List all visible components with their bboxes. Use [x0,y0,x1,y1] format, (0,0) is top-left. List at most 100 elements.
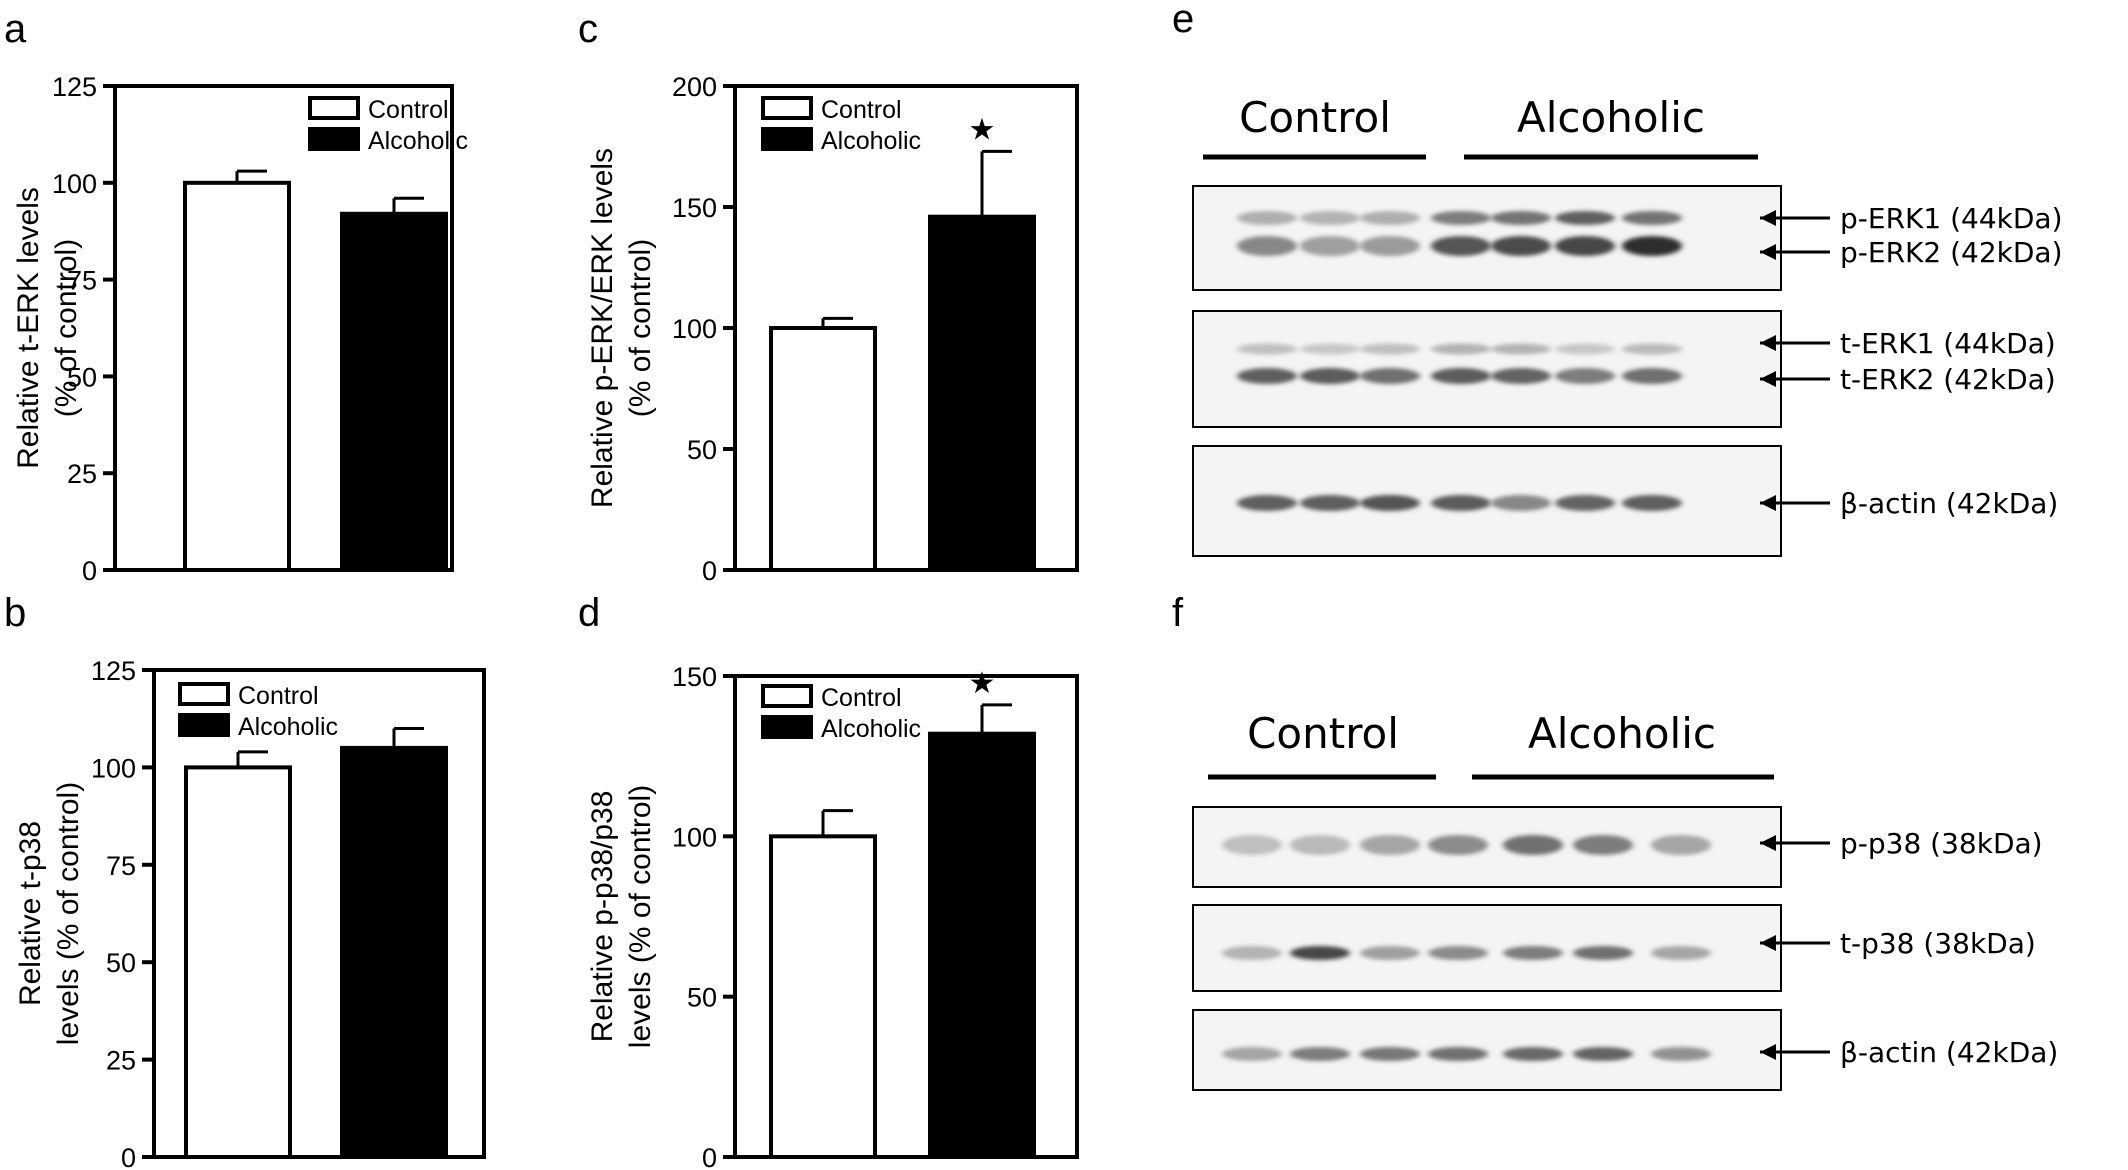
y-tick-label: 150 [672,662,717,692]
legend-swatch-control [761,684,813,708]
blot-band [1428,1047,1488,1061]
blot-band [1360,368,1420,384]
band-label: p-p38 (38kDa) [1840,827,2043,860]
y-tick-label: 75 [106,851,136,881]
bar-control [184,765,292,1160]
blot-band [1622,236,1682,256]
blot-band [1428,946,1488,960]
blot-band [1622,495,1682,511]
bar-control [183,180,291,573]
y-tick-label: 0 [82,556,97,586]
bar-alcoholic [928,214,1036,572]
y-tick-label: 50 [687,435,717,465]
legend-swatch-alcoholic [308,127,360,151]
arrowhead-icon [1760,371,1776,387]
blot-e: Control Alcoholic p-ERK1 (44kDa)p-ERK2 (42… [1192,93,2063,557]
band-label: p-ERK1 (44kDa) [1840,202,2063,235]
blot-band [1491,368,1551,384]
y-tick-label: 100 [672,314,717,344]
blot-band [1360,1047,1420,1061]
blot-band [1360,211,1420,225]
legend-swatch-alcoholic [761,715,813,739]
legend: Control Alcoholic [761,684,921,743]
blot-band [1300,495,1360,511]
panel-letter-f: f [1172,591,1184,635]
blot-band [1360,835,1420,855]
blot-band [1622,368,1682,384]
blot-band [1573,946,1633,960]
y-axis-label: Relative p-ERK/ERK levels [586,148,619,508]
legend-label-alcoholic: Alcoholic [821,127,921,155]
blot-band [1300,211,1360,225]
blot-band [1431,495,1491,511]
y-tick-label: 200 [672,72,717,102]
blot-band [1300,236,1360,256]
legend: Control Alcoholic [308,96,468,155]
legend-label-control: Control [238,682,319,710]
blot-band [1555,236,1615,256]
blot-membrane [1192,310,1782,428]
y-tick-label: 100 [672,822,717,852]
plot-frame [152,668,486,1159]
blot-band [1622,211,1682,225]
y-tick-label: 75 [67,266,97,296]
panel-letter-a: a [4,7,27,51]
chart-c: 0 50 100 150 200 Relative p-ERK/ERK levels (% … [586,72,1079,586]
blot-row: t-p38 (38kDa) [1192,904,2036,992]
plot-frame [733,674,1079,1159]
blot-band [1573,835,1633,855]
blot-band [1555,211,1615,225]
blot-band [1360,236,1420,256]
significance-star: ★ [969,667,996,700]
blot-band [1237,343,1297,355]
significance-star: ★ [969,113,996,146]
chart-a: 0 25 50 75 100 125 Relative t-ERK levels (% of … [12,72,468,586]
blot-band [1237,495,1297,511]
y-tick-label: 125 [52,72,97,102]
bar-alcoholic [340,745,448,1159]
blot-band [1622,343,1682,355]
arrowhead-icon [1760,244,1776,260]
blot-band [1503,835,1563,855]
legend-swatch-alcoholic [761,127,813,151]
y-tick-label: 25 [67,459,97,489]
y-tick-label: 0 [702,1143,717,1170]
blot-band [1491,236,1551,256]
blot-band [1431,343,1491,355]
blot-band [1237,236,1297,256]
y-tick-label: 150 [672,193,717,223]
band-label: β-actin (42kDa) [1840,1036,2058,1069]
legend-label-control: Control [368,96,449,124]
blot-row: p-p38 (38kDa) [1192,806,2043,888]
blot-f: Control Alcoholic p-p38 (38kDa) t-p38 (38kD… [1192,709,2058,1091]
panel-letter-c: c [578,7,598,51]
y-axis-label: Relative t-ERK levels [12,187,45,469]
band-label: β-actin (42kDa) [1840,487,2058,520]
blot-row: p-ERK1 (44kDa)p-ERK2 (42kDa) [1192,185,2063,291]
blot-band [1555,343,1615,355]
y-axis-label: (% of control) [50,239,83,417]
blot-membrane [1192,185,1782,291]
legend-label-alcoholic: Alcoholic [368,127,468,155]
bar-control [769,834,877,1159]
blot-band [1237,211,1297,225]
blot-band [1237,368,1297,384]
y-tick-label: 0 [121,1143,136,1170]
blot-band [1503,946,1563,960]
blot-band [1651,835,1711,855]
bar-alcoholic [928,731,1036,1159]
blot-band [1290,1047,1350,1061]
y-tick-label: 125 [91,656,136,686]
blot-band [1300,368,1360,384]
legend-label-control: Control [821,684,902,712]
y-axis-label: Relative t-p38 [14,821,47,1006]
arrowhead-icon [1760,495,1776,511]
arrowhead-icon [1760,1044,1776,1060]
y-tick-label: 100 [52,169,97,199]
blot-band [1555,495,1615,511]
blot-row: t-ERK1 (44kDa)t-ERK2 (42kDa) [1192,310,2056,428]
blot-band [1222,1047,1282,1061]
y-tick-label: 25 [106,1046,136,1076]
blot-band [1300,343,1360,355]
